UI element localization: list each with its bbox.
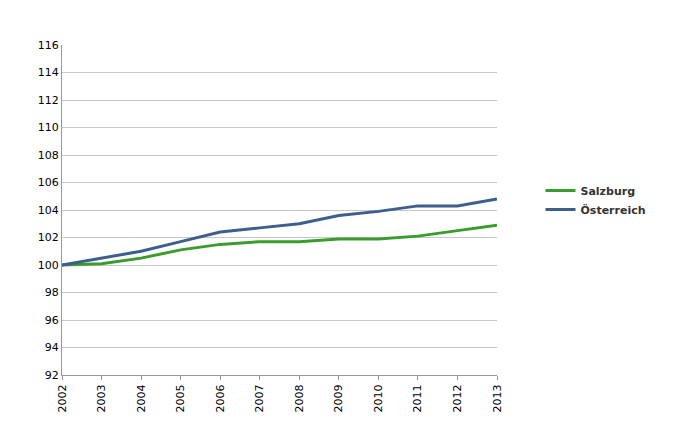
svg-text:2007: 2007 — [253, 384, 266, 412]
svg-text:112: 112 — [38, 94, 59, 107]
svg-text:94: 94 — [45, 341, 59, 354]
svg-text:100: 100 — [38, 259, 59, 272]
svg-text:2004: 2004 — [135, 384, 148, 412]
svg-text:2003: 2003 — [95, 384, 108, 412]
svg-text:116: 116 — [38, 39, 59, 52]
svg-text:2009: 2009 — [332, 384, 345, 412]
svg-text:2005: 2005 — [174, 384, 187, 412]
svg-text:2013: 2013 — [491, 384, 504, 412]
svg-text:106: 106 — [38, 176, 59, 189]
svg-text:114: 114 — [38, 66, 59, 79]
svg-text:98: 98 — [45, 286, 59, 299]
svg-text:110: 110 — [38, 121, 59, 134]
svg-text:2008: 2008 — [293, 384, 306, 412]
svg-text:2002: 2002 — [56, 384, 69, 412]
svg-text:102: 102 — [38, 231, 59, 244]
svg-text:Salzburg: Salzburg — [581, 185, 636, 198]
svg-text:108: 108 — [38, 149, 59, 162]
svg-text:92: 92 — [45, 369, 59, 382]
svg-text:2011: 2011 — [411, 384, 424, 412]
svg-text:2012: 2012 — [451, 384, 464, 412]
svg-text:2010: 2010 — [372, 384, 385, 412]
svg-text:104: 104 — [38, 204, 59, 217]
svg-text:Österreich: Österreich — [581, 203, 646, 217]
svg-text:2006: 2006 — [214, 384, 227, 412]
svg-text:96: 96 — [45, 314, 59, 327]
